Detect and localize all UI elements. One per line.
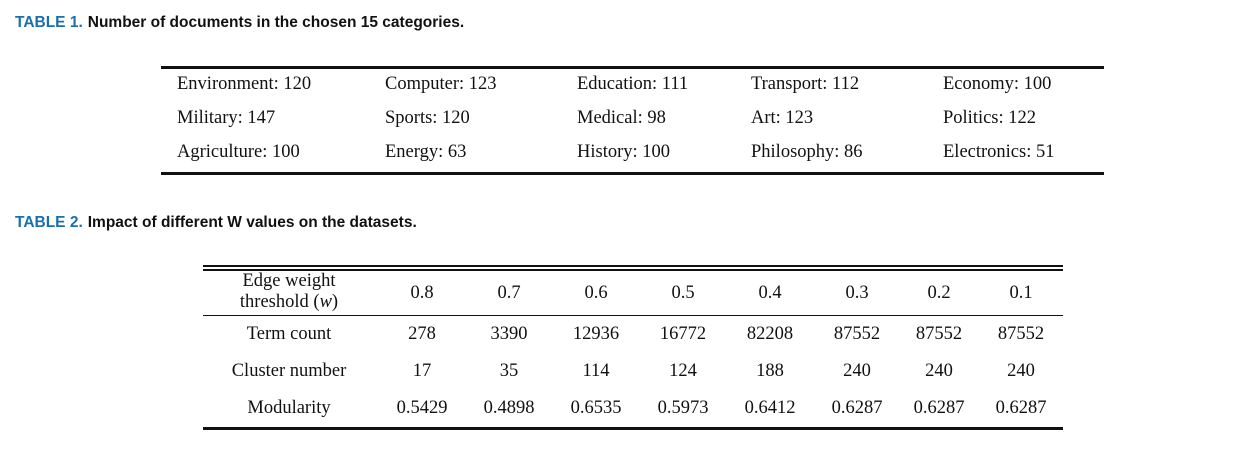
- table2-cell: 188: [756, 361, 784, 381]
- table1-caption: TABLE 1. Number of documents in the chose…: [15, 14, 464, 32]
- table2-cell: 12936: [572, 324, 620, 344]
- table2-header-value: 0.5: [671, 283, 695, 303]
- table2-header-line1: Edge weight: [242, 271, 336, 291]
- table1-cell: Philosophy: 86: [751, 142, 863, 162]
- table2-cell: 0.6287: [913, 398, 965, 418]
- table2-header-value: 0.1: [1009, 283, 1033, 303]
- table2-cell: 114: [582, 361, 610, 381]
- table2-top-rule: [203, 269, 1063, 271]
- table1-cell: Art: 123: [751, 108, 814, 128]
- table2-cell: 278: [408, 324, 436, 344]
- table2-cell: 124: [669, 361, 697, 381]
- table1-row: Environment: 120 Computer: 123 Education…: [161, 69, 1104, 103]
- table2-cell: 240: [925, 361, 953, 381]
- table2-cell: 35: [499, 361, 519, 381]
- table1-cell: Energy: 63: [385, 142, 467, 162]
- table1-cell: Sports: 120: [385, 108, 470, 128]
- table1: Environment: 120 Computer: 123 Education…: [161, 66, 1104, 175]
- table2-cell: 0.5429: [396, 398, 448, 418]
- table2-cell: 0.6535: [570, 398, 622, 418]
- table2-cell: 0.6287: [995, 398, 1047, 418]
- table2-row-label: Modularity: [247, 398, 331, 418]
- table2-cell: 240: [843, 361, 871, 381]
- table2-header-value: 0.6: [584, 283, 608, 303]
- table1-cell: Electronics: 51: [943, 142, 1055, 162]
- table2-header-value: 0.8: [410, 283, 434, 303]
- table2-cell: 0.6287: [831, 398, 883, 418]
- table2-bottom-rule: [203, 427, 1063, 430]
- table2-cell: 0.5973: [657, 398, 709, 418]
- table2-cell: 0.6412: [744, 398, 796, 418]
- table1-cell: Economy: 100: [943, 74, 1052, 94]
- table2-cell: 16772: [659, 324, 707, 344]
- table2-header-line2: threshold (w): [239, 292, 339, 312]
- table1-cell: Education: 111: [577, 74, 689, 94]
- table2-header-value: 0.2: [927, 283, 951, 303]
- table1-caption-text: Number of documents in the chosen 15 cat…: [87, 14, 465, 31]
- table1-cell: Transport: 112: [751, 74, 860, 94]
- table2-cell: 240: [1007, 361, 1035, 381]
- table2-cell: 87552: [833, 324, 881, 344]
- table2-label: TABLE 2.: [15, 214, 83, 231]
- table2-header-value: 0.3: [845, 283, 869, 303]
- table2-row-label: Cluster number: [231, 361, 347, 381]
- table1-row: Agriculture: 100 Energy: 63 History: 100…: [161, 137, 1104, 171]
- table2-caption-text: Impact of different W values on the data…: [87, 214, 417, 231]
- table2-cell: 82208: [746, 324, 794, 344]
- table2-header-label: Edge weight threshold (w): [240, 271, 338, 313]
- table2-cell: 87552: [915, 324, 963, 344]
- table2-top-rule: [203, 265, 1063, 267]
- table2-cell: 87552: [997, 324, 1045, 344]
- table2-caption: TABLE 2. Impact of different W values on …: [15, 214, 417, 232]
- table1-cell: Computer: 123: [385, 74, 497, 94]
- table2-header-value: 0.7: [497, 283, 521, 303]
- table1-label: TABLE 1.: [15, 14, 83, 31]
- table2-row-label: Term count: [246, 324, 332, 344]
- table2-cell: 17: [412, 361, 432, 381]
- table1-cell: Politics: 122: [943, 108, 1037, 128]
- table1-cell: Environment: 120: [177, 74, 312, 94]
- table1-row: Military: 147 Sports: 120 Medical: 98 Ar…: [161, 103, 1104, 137]
- table1-cell: History: 100: [577, 142, 671, 162]
- table1-cell: Agriculture: 100: [177, 142, 300, 162]
- table1-cell: Military: 147: [177, 108, 276, 128]
- table2-header-value: 0.4: [758, 283, 782, 303]
- table2-header-variable: w: [319, 292, 332, 312]
- table2-cell: 3390: [490, 324, 528, 344]
- table2: Edge weight threshold (w) 0.8 0.7 0.6 0.…: [203, 265, 1063, 431]
- table2-cell: 0.4898: [483, 398, 535, 418]
- table2-header-rule: [203, 315, 1063, 316]
- table1-cell: Medical: 98: [577, 108, 666, 128]
